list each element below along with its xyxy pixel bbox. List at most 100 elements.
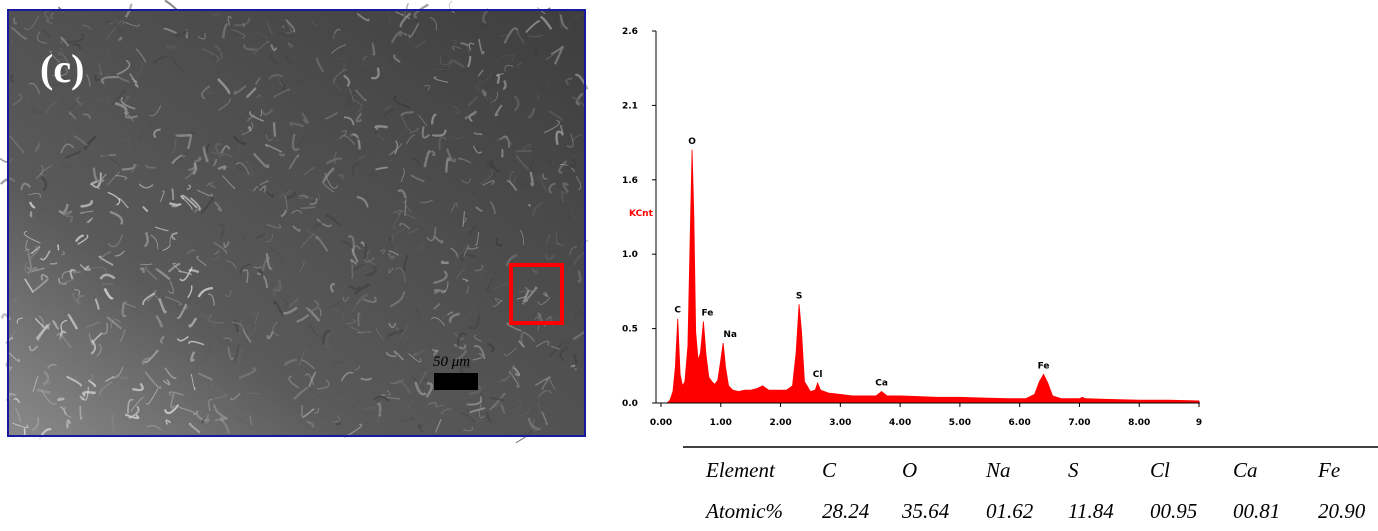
- texture: [82, 391, 96, 397]
- texture: [10, 73, 15, 84]
- texture: [300, 404, 303, 417]
- y-tick-label: 0.0: [622, 399, 638, 409]
- texture: [345, 318, 356, 325]
- texture: [278, 152, 286, 157]
- texture: [394, 267, 407, 282]
- texture: [531, 418, 535, 429]
- texture: [536, 402, 542, 414]
- texture: [219, 223, 225, 240]
- table-cell: 00.95: [1150, 499, 1197, 523]
- texture: [399, 30, 408, 36]
- texture: [266, 223, 282, 229]
- texture: [549, 341, 564, 357]
- texture: [408, 22, 420, 38]
- texture: [482, 180, 495, 186]
- texture: [572, 134, 582, 146]
- texture: [286, 191, 297, 199]
- texture: [538, 389, 553, 398]
- texture: [214, 143, 222, 155]
- texture: [163, 404, 180, 415]
- texture: [350, 259, 358, 266]
- texture: [96, 343, 102, 357]
- texture: [500, 404, 506, 415]
- texture: [545, 49, 561, 60]
- texture: [541, 411, 548, 425]
- texture: [566, 133, 574, 148]
- texture: [205, 413, 210, 424]
- texture: [484, 89, 494, 107]
- texture: [179, 266, 193, 282]
- texture: [520, 143, 531, 153]
- texture: [321, 330, 331, 345]
- texture: [223, 337, 232, 342]
- texture: [107, 191, 121, 206]
- texture: [213, 241, 228, 255]
- texture: [287, 42, 294, 49]
- texture: [301, 112, 309, 125]
- texture: [520, 331, 536, 342]
- texture: [119, 329, 126, 343]
- texture: [504, 65, 514, 73]
- texture: [397, 189, 407, 199]
- texture: [573, 353, 578, 370]
- texture: [452, 40, 457, 45]
- texture: [263, 127, 270, 135]
- peak-label: Ca: [875, 379, 888, 389]
- texture: [360, 377, 373, 381]
- texture: [312, 388, 326, 398]
- texture: [20, 182, 32, 191]
- texture: [491, 271, 500, 277]
- table: Element C O Na S Cl Ca Fe Atomic% 28.24 35.64 01.62…: [704, 458, 1366, 523]
- texture: [506, 322, 522, 332]
- texture: [389, 291, 406, 308]
- texture: [135, 48, 147, 63]
- texture: [188, 160, 197, 171]
- texture: [72, 270, 81, 274]
- texture: [167, 280, 175, 294]
- texture: [111, 414, 115, 432]
- texture: [480, 169, 493, 185]
- texture: [205, 181, 214, 187]
- texture: [247, 125, 252, 132]
- x-tick-label: 5.00: [949, 418, 971, 428]
- texture: [57, 51, 69, 66]
- texture: [414, 39, 427, 50]
- texture: [187, 285, 193, 299]
- texture: [49, 50, 62, 65]
- texture: [296, 313, 310, 323]
- texture: [188, 422, 201, 434]
- texture: [543, 120, 560, 134]
- texture: [9, 135, 25, 154]
- texture: [354, 89, 367, 102]
- texture: [325, 157, 342, 165]
- texture: [409, 228, 419, 234]
- texture: [531, 52, 541, 60]
- texture: [383, 183, 392, 194]
- texture: [32, 376, 39, 393]
- texture: [362, 406, 377, 411]
- texture: [106, 171, 120, 186]
- texture: [190, 197, 201, 212]
- texture: [164, 0, 180, 13]
- texture: [546, 77, 550, 87]
- texture: [247, 47, 259, 52]
- texture: [167, 262, 181, 273]
- texture: [257, 183, 275, 198]
- texture: [98, 255, 114, 266]
- texture: [273, 370, 285, 382]
- texture: [283, 358, 298, 367]
- texture: [314, 355, 320, 364]
- texture: [342, 296, 350, 302]
- texture: [165, 419, 172, 425]
- texture: [472, 188, 477, 197]
- texture: [64, 150, 82, 159]
- texture: [74, 100, 87, 110]
- texture: [188, 268, 200, 274]
- texture: [45, 19, 53, 25]
- texture: [460, 42, 470, 47]
- texture: [271, 75, 283, 86]
- texture: [527, 107, 536, 119]
- texture: [60, 406, 67, 415]
- texture: [371, 46, 375, 55]
